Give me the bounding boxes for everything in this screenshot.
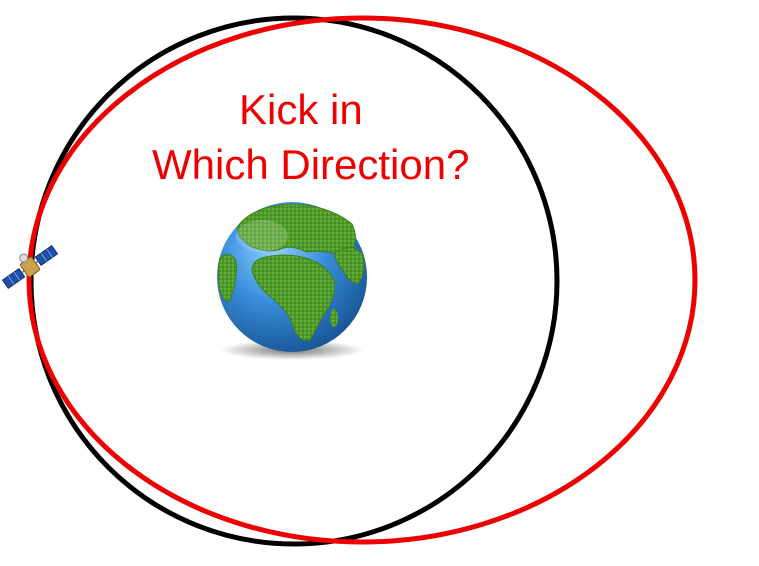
title-line-1: Kick in [239, 86, 363, 133]
earth-highlight [236, 220, 288, 252]
satellite-dish [19, 253, 29, 263]
earth-land-americas [218, 254, 237, 302]
new-orbit [26, 15, 698, 545]
earth-land-africa [251, 254, 335, 341]
satellite-icon [1, 245, 59, 289]
title-line-2: Which Direction? [152, 141, 470, 188]
earth-land-madagascar [330, 309, 338, 327]
satellite-panel-left [1, 267, 26, 289]
earth-globe-icon [217, 202, 367, 360]
earth-land-europe [237, 203, 356, 259]
satellite-panel-right [34, 245, 59, 267]
earth-land-asia [334, 247, 365, 285]
